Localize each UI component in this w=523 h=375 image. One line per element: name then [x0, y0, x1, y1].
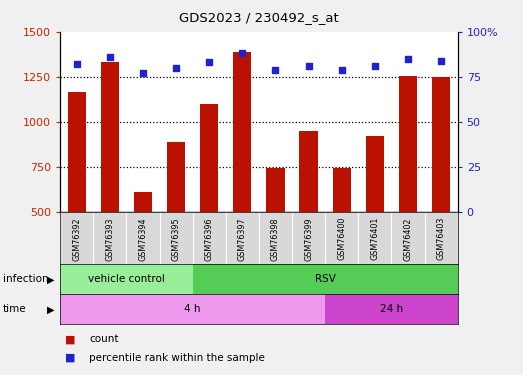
Bar	[167, 142, 185, 212]
Bar	[192, 264, 458, 294]
Text: GSM76398: GSM76398	[271, 217, 280, 261]
Text: GSM76395: GSM76395	[172, 217, 180, 261]
Point	[371, 63, 379, 69]
Point	[337, 67, 346, 73]
Text: ▶: ▶	[48, 274, 55, 284]
Text: GSM76392: GSM76392	[72, 217, 81, 261]
Text: GSM76394: GSM76394	[139, 217, 147, 261]
Text: 4 h: 4 h	[185, 304, 201, 314]
Text: 24 h: 24 h	[380, 304, 403, 314]
Bar	[60, 264, 192, 294]
Text: vehicle control: vehicle control	[88, 274, 165, 284]
Text: GSM76393: GSM76393	[105, 217, 115, 261]
Point	[404, 56, 412, 62]
Text: infection: infection	[3, 274, 48, 284]
Bar	[200, 104, 218, 212]
Point	[271, 67, 280, 73]
Text: GDS2023 / 230492_s_at: GDS2023 / 230492_s_at	[179, 11, 339, 24]
Point	[205, 60, 213, 66]
Text: percentile rank within the sample: percentile rank within the sample	[89, 353, 265, 363]
Bar	[233, 52, 252, 212]
Bar	[432, 77, 450, 212]
Text: count: count	[89, 334, 118, 344]
Text: GSM76402: GSM76402	[403, 217, 413, 261]
Bar	[399, 76, 417, 212]
Bar	[134, 192, 152, 212]
Bar	[300, 131, 317, 212]
Text: ▶: ▶	[48, 304, 55, 314]
Bar	[101, 63, 119, 212]
Text: GSM76403: GSM76403	[437, 217, 446, 261]
Text: GSM76401: GSM76401	[370, 217, 379, 261]
Point	[73, 61, 81, 67]
Text: ■: ■	[65, 334, 76, 344]
Text: RSV: RSV	[315, 274, 336, 284]
Point	[437, 58, 445, 64]
Bar	[325, 294, 458, 324]
Point	[106, 54, 114, 60]
Bar	[266, 168, 285, 212]
Text: time: time	[3, 304, 26, 314]
Bar	[333, 168, 351, 212]
Point	[139, 70, 147, 76]
Text: GSM76396: GSM76396	[204, 217, 214, 261]
Text: GSM76397: GSM76397	[238, 217, 247, 261]
Bar	[67, 92, 86, 212]
Point	[304, 63, 313, 69]
Point	[238, 51, 246, 57]
Point	[172, 65, 180, 71]
Text: GSM76399: GSM76399	[304, 217, 313, 261]
Text: ■: ■	[65, 353, 76, 363]
Bar	[366, 136, 384, 212]
Text: GSM76400: GSM76400	[337, 217, 346, 261]
Bar	[60, 294, 325, 324]
